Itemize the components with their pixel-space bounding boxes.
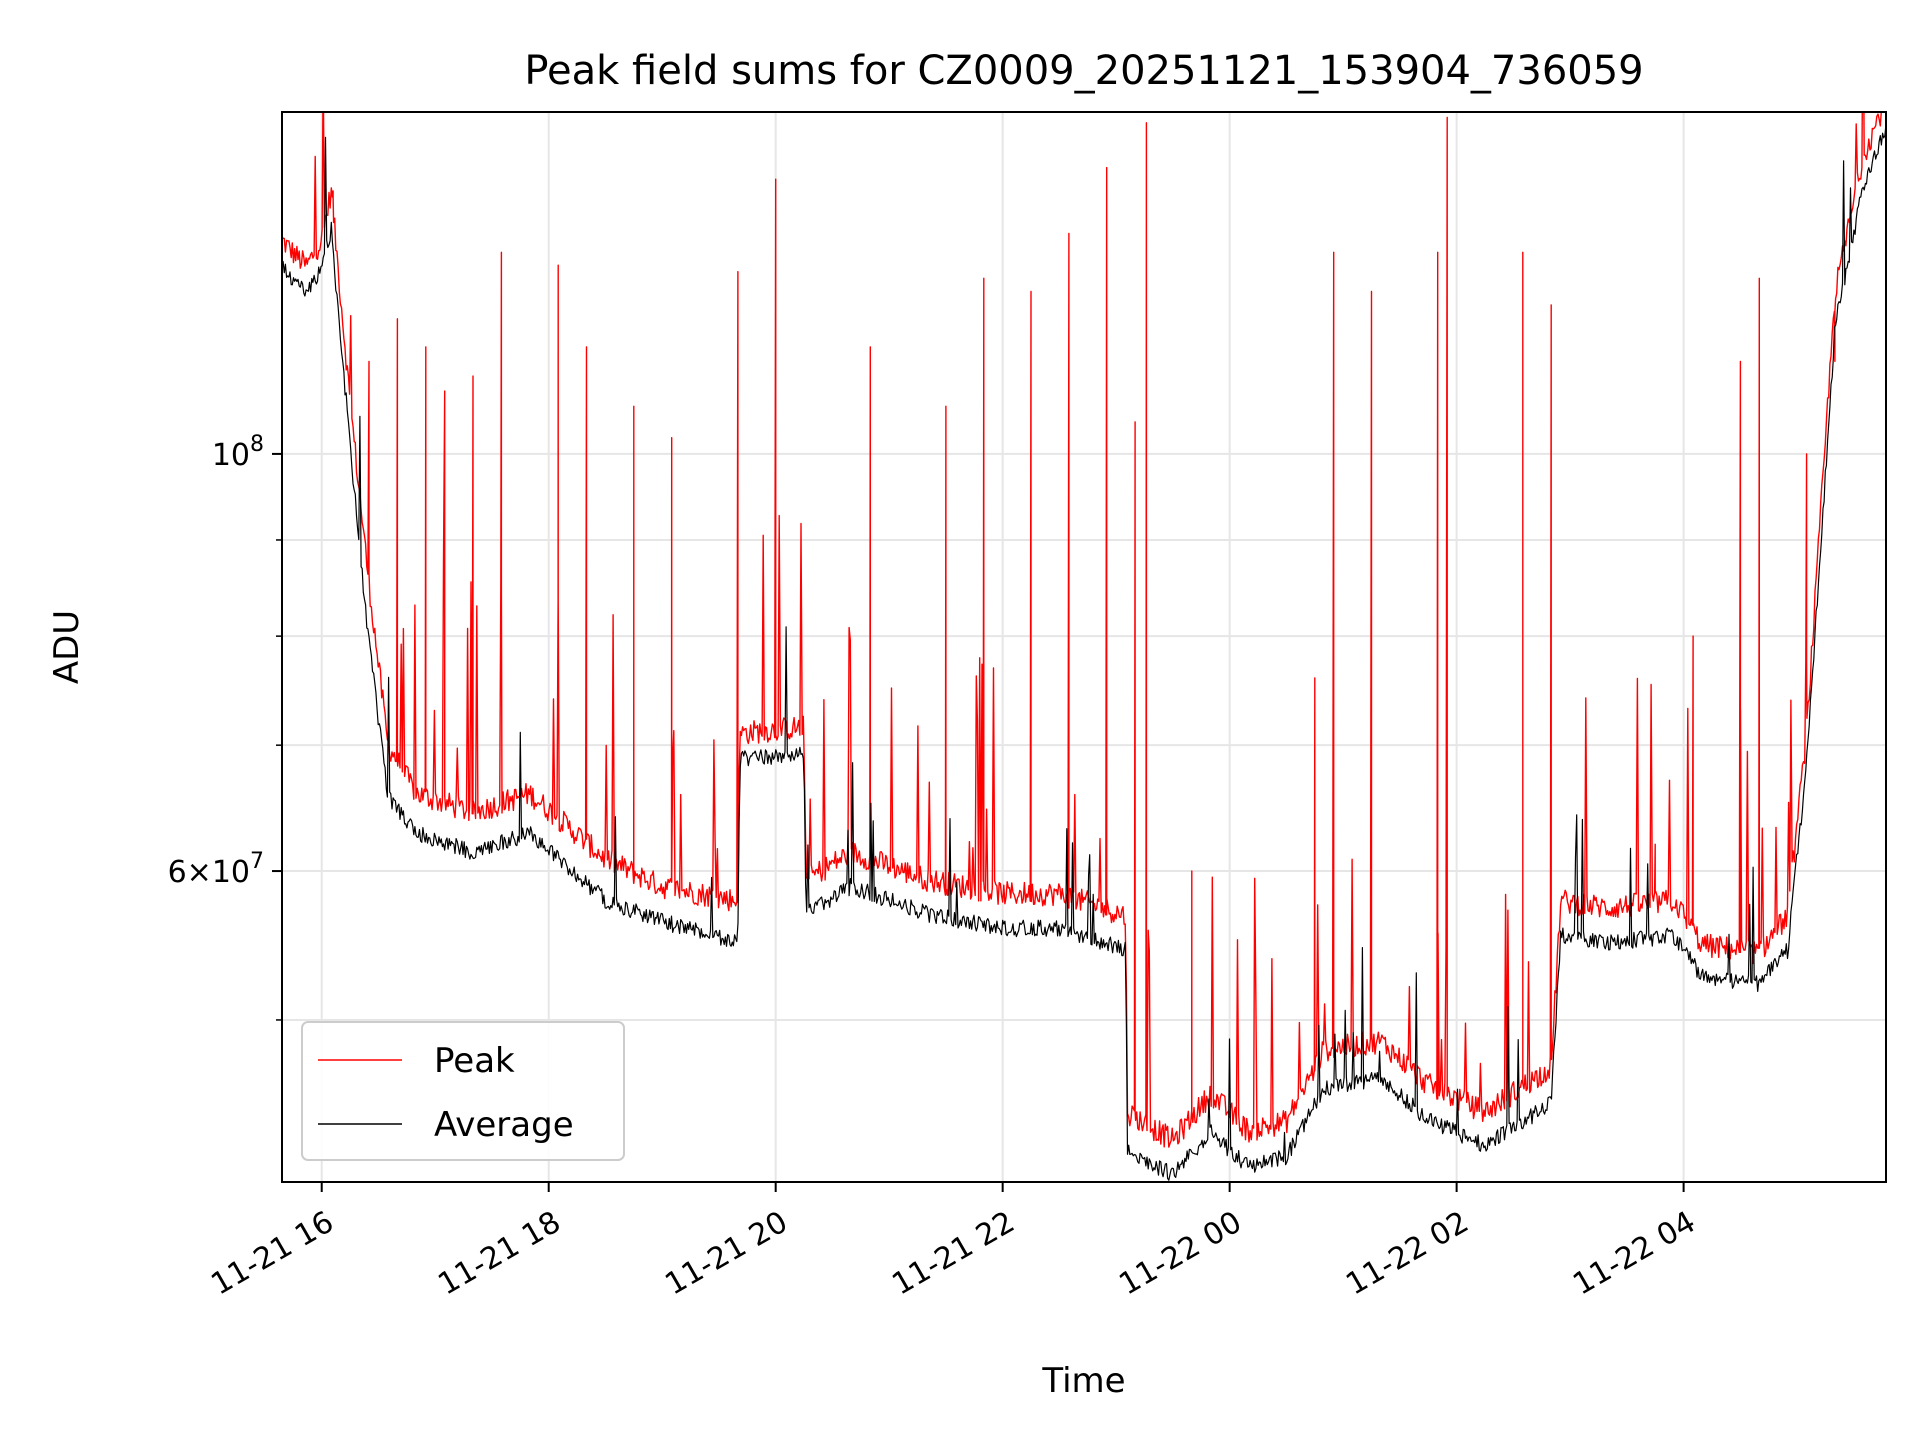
- plot-frame: [281, 111, 1887, 1183]
- legend-box: [301, 1021, 625, 1161]
- y-tick-label: 6×107: [168, 849, 264, 890]
- legend: Peak Average: [301, 1021, 625, 1161]
- legend-label-peak: Peak: [434, 1041, 515, 1081]
- plot-series: [282, 112, 1886, 1181]
- legend-label-average: Average: [434, 1105, 574, 1145]
- y-tick-label: 108: [212, 432, 264, 473]
- series-line-peak: [282, 112, 1882, 1148]
- chart-title: Peak field sums for CZ0009_20251121_1539…: [524, 48, 1643, 94]
- x-axis-label: Time: [1041, 1361, 1125, 1401]
- series-line-average: [282, 123, 1886, 1181]
- y-axis-label: ADU: [47, 610, 87, 684]
